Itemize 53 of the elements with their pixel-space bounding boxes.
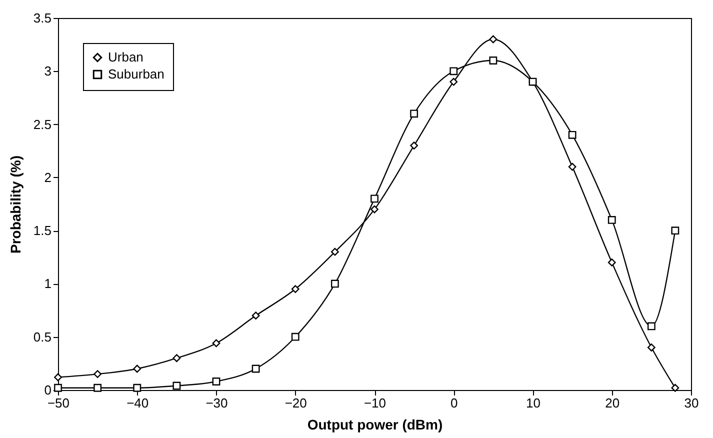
- y-axis-title: Probability (%): [7, 155, 24, 254]
- point: [528, 78, 537, 86]
- y-tick-label: 2.5: [33, 116, 52, 132]
- point: [608, 216, 616, 224]
- x-tick-label: −30: [206, 396, 228, 410]
- point: [489, 56, 498, 64]
- y-tick-label: 3: [44, 64, 52, 79]
- x-axis-title: Output power (dBm): [307, 416, 443, 432]
- point: [330, 280, 339, 288]
- point: [370, 194, 378, 203]
- point: [450, 67, 458, 76]
- point: [212, 378, 220, 386]
- x-tick-label: 0: [450, 396, 458, 410]
- point: [94, 370, 102, 378]
- point: [608, 258, 616, 266]
- x-tick-label: −20: [284, 396, 307, 410]
- point: [133, 364, 142, 373]
- point: [410, 110, 418, 118]
- x-tick-label: 30: [684, 396, 699, 410]
- point: [330, 248, 339, 256]
- point: [291, 332, 300, 341]
- point: [370, 205, 378, 214]
- x-tick-label: 20: [605, 396, 620, 410]
- point: [172, 382, 181, 390]
- point: [671, 384, 680, 392]
- point: [94, 384, 102, 392]
- point: [252, 312, 260, 320]
- y-tick-label: 3.5: [33, 10, 52, 26]
- point: [568, 130, 576, 139]
- point: [568, 162, 576, 171]
- point: [410, 142, 418, 150]
- y-tick-label: 0: [44, 382, 52, 398]
- x-tick-label: −10: [364, 396, 386, 410]
- point: [252, 364, 260, 373]
- y-tick-label: 1: [44, 276, 52, 292]
- y-tick-label: 2: [44, 170, 52, 185]
- point: [450, 78, 458, 86]
- y-tick-label: 1.5: [33, 223, 52, 238]
- x-tick-label: 10: [526, 396, 540, 410]
- legend-label: Urban: [108, 50, 144, 64]
- x-tick-label: −50: [47, 396, 70, 410]
- point: [647, 344, 656, 352]
- point: [489, 35, 498, 44]
- x-tick-label: −40: [126, 396, 149, 410]
- point: [172, 354, 181, 362]
- point: [671, 226, 680, 235]
- point: [133, 384, 142, 392]
- point: [54, 373, 62, 382]
- point: [291, 285, 300, 293]
- point: [212, 339, 220, 348]
- point: [647, 322, 656, 330]
- y-tick-label: 0.5: [33, 329, 52, 344]
- legend-label: Suburban: [108, 66, 164, 82]
